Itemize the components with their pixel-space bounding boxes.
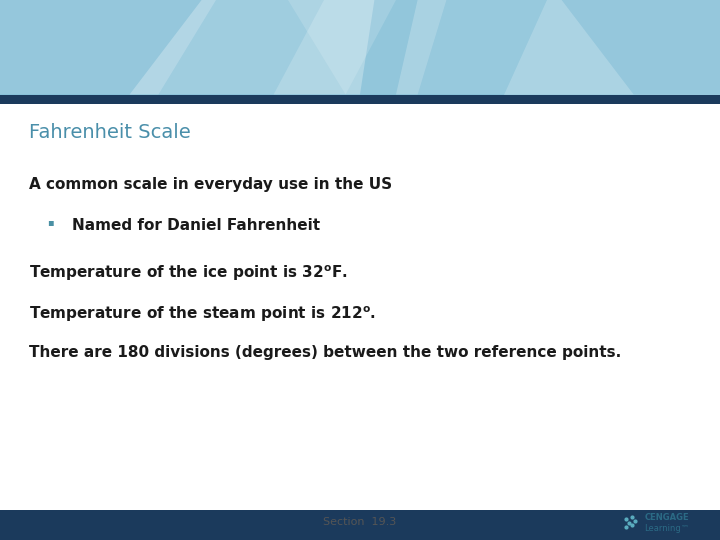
- Text: Fahrenheit Scale: Fahrenheit Scale: [29, 123, 191, 142]
- Polygon shape: [0, 0, 216, 94]
- Bar: [0, 510, 720, 540]
- Bar: [0, 94, 720, 104]
- Text: Temperature of the steam point is 212$\mathregular{^{o}}$.: Temperature of the steam point is 212$\m…: [29, 304, 376, 323]
- Text: Named for Daniel Fahrenheit: Named for Daniel Fahrenheit: [72, 218, 320, 233]
- Bar: [0, 0, 720, 94]
- Polygon shape: [504, 0, 720, 94]
- Text: Section  19.3: Section 19.3: [323, 517, 397, 528]
- Text: A common scale in everyday use in the US: A common scale in everyday use in the US: [29, 177, 392, 192]
- Text: Temperature of the ice point is 32$\mathregular{^{o}}$F.: Temperature of the ice point is 32$\math…: [29, 264, 347, 283]
- Text: ▪: ▪: [47, 217, 53, 227]
- Polygon shape: [396, 0, 634, 94]
- Polygon shape: [274, 0, 446, 94]
- Bar: [0, 104, 720, 510]
- Text: Learning™: Learning™: [644, 524, 690, 533]
- Polygon shape: [130, 0, 374, 94]
- Text: There are 180 divisions (degrees) between the two reference points.: There are 180 divisions (degrees) betwee…: [29, 345, 621, 360]
- Polygon shape: [288, 0, 396, 94]
- Text: CENGAGE: CENGAGE: [644, 513, 689, 522]
